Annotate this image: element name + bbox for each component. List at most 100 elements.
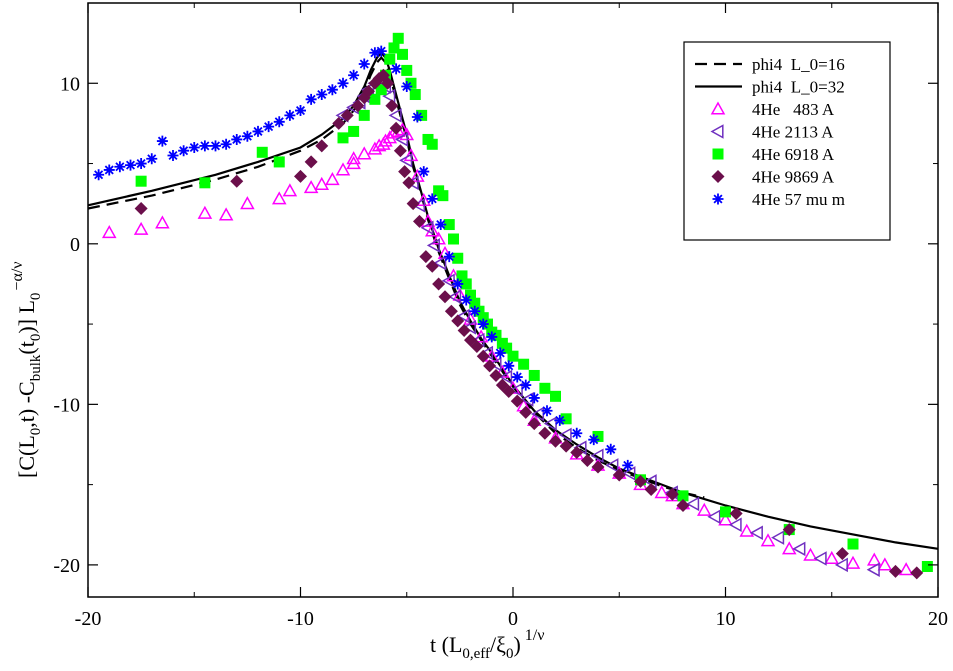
- data-point: [134, 201, 148, 215]
- data-point: [337, 132, 349, 144]
- data-point: [559, 439, 573, 453]
- data-point: [382, 88, 396, 104]
- data-point: [432, 277, 446, 291]
- data-point: [358, 109, 370, 121]
- data-point: [707, 509, 721, 525]
- data-point: [580, 454, 594, 468]
- legend-marker-4he-57-mu-m: [712, 193, 724, 205]
- data-point: [605, 458, 619, 473]
- data-point: [284, 109, 296, 121]
- y-tick-label: -10: [53, 394, 80, 416]
- data-point: [560, 413, 572, 425]
- data-point: [426, 238, 440, 253]
- y-tick-label: -20: [53, 555, 80, 577]
- data-point: [866, 552, 882, 566]
- data-point: [495, 364, 510, 378]
- data-point: [824, 550, 840, 565]
- data-point: [634, 474, 647, 488]
- data-point: [813, 551, 827, 566]
- data-point: [486, 331, 498, 343]
- data-point: [528, 369, 540, 381]
- data-point: [518, 358, 530, 370]
- y-tick-label: 0: [70, 234, 80, 256]
- data-point: [388, 108, 402, 123]
- data-point: [921, 560, 933, 572]
- data-point: [771, 530, 785, 545]
- data-point: [866, 562, 880, 577]
- data-point: [231, 133, 243, 145]
- data-point: [411, 198, 426, 213]
- data-point: [503, 360, 515, 372]
- data-point: [425, 259, 439, 273]
- data-point: [351, 99, 365, 113]
- x-tick-label: 10: [716, 608, 736, 630]
- data-point: [622, 466, 636, 481]
- data-point: [392, 32, 404, 44]
- data-point: [539, 382, 551, 394]
- data-point: [489, 368, 503, 382]
- legend-label: 4He 57 mu m: [752, 190, 845, 209]
- data-point: [501, 342, 513, 354]
- x-tick-label: 0: [508, 608, 518, 630]
- data-point: [369, 47, 381, 59]
- data-point: [218, 207, 234, 221]
- data-point: [362, 84, 375, 98]
- data-point: [315, 139, 329, 153]
- x-axis-label: t (L0,eff/ξ0) 1/ν: [430, 627, 544, 662]
- data-point: [538, 426, 552, 440]
- data-point: [210, 140, 221, 152]
- point-layer: [93, 32, 933, 580]
- data-point: [305, 93, 317, 105]
- data-point: [590, 448, 604, 463]
- data-point: [375, 84, 387, 96]
- data-point: [273, 116, 285, 128]
- axis-ticks: -20 -10 0 10 20 -20 -10 0 10: [53, 2, 948, 630]
- data-point: [782, 523, 796, 537]
- data-point: [507, 350, 519, 362]
- x-tick-label: -10: [287, 608, 314, 630]
- data-point: [384, 53, 396, 65]
- data-point: [676, 498, 690, 512]
- data-point: [385, 99, 399, 113]
- data-point: [477, 312, 489, 324]
- data-point: [433, 255, 447, 271]
- data-point: [273, 156, 285, 168]
- data-point: [358, 58, 370, 70]
- data-point: [326, 84, 338, 96]
- data-point: [499, 369, 513, 385]
- data-point: [413, 214, 426, 228]
- data-point: [401, 80, 413, 92]
- data-point: [393, 144, 407, 158]
- data-point: [375, 45, 387, 57]
- y-tick-label: 10: [60, 73, 80, 95]
- data-point: [133, 221, 149, 235]
- series-4he-9869-a: [134, 68, 924, 580]
- data-point: [509, 382, 523, 398]
- data-point: [451, 314, 465, 328]
- y-axis-label: [C(L0,t) -Cbulk(t0)] L0−α/ν: [9, 261, 44, 478]
- data-point: [570, 446, 584, 460]
- data-point: [314, 176, 330, 190]
- data-point: [256, 146, 268, 158]
- x-tick-label: 20: [928, 608, 948, 630]
- data-point: [622, 459, 634, 471]
- data-point: [803, 547, 818, 561]
- data-point: [399, 153, 413, 168]
- data-point: [114, 161, 126, 173]
- data-point: [494, 347, 506, 359]
- data-point: [605, 443, 617, 455]
- data-point: [220, 138, 232, 150]
- data-point: [541, 405, 553, 417]
- data-point: [834, 557, 848, 573]
- data-point: [197, 205, 213, 219]
- data-point: [448, 233, 459, 245]
- data-point: [898, 562, 914, 576]
- data-point: [483, 359, 497, 373]
- data-point: [304, 155, 318, 169]
- data-point: [241, 130, 253, 142]
- data-point: [558, 427, 572, 443]
- data-point: [889, 564, 902, 578]
- data-point: [394, 132, 409, 147]
- data-point: [460, 278, 472, 290]
